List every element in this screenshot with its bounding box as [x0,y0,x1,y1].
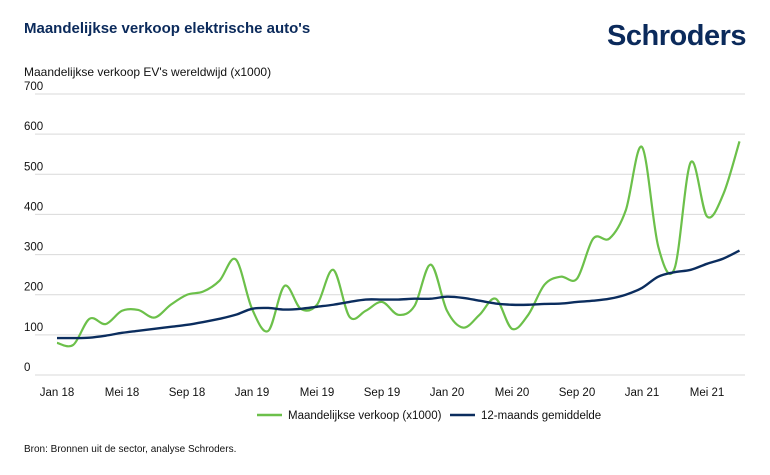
x-tick-label: Mei 18 [105,387,140,399]
x-tick-label: Sep 18 [169,387,205,399]
legend-label-monthly: Maandelijkse verkoop (x1000) [288,410,442,422]
series-line-12-month-average-points [56,250,740,339]
y-tick-label: 700 [24,81,43,93]
source-note: Bron: Bronnen uit de sector, analyse Sch… [24,444,237,455]
schroders-logo: Schroders [607,20,746,52]
series-line-monthly-sales-points [56,141,740,345]
y-tick-label: 600 [24,121,43,133]
series-line-monthly-sales [56,141,741,348]
y-tick-label: 400 [24,201,43,213]
x-tick-label: Jan 21 [625,387,660,399]
legend-label-average: 12-maands gemiddelde [481,410,601,422]
y-tick-label: 200 [24,282,43,294]
y-tick-label: 100 [24,322,43,334]
x-tick-label: Jan 18 [40,387,75,399]
y-tick-label: 0 [24,362,30,374]
x-tick-label: Jan 19 [235,387,270,399]
legend: Maandelijkse verkoop (x1000) 12-maands g… [257,410,601,422]
x-tick-label: Jan 20 [430,387,465,399]
x-tick-label: Mei 21 [690,387,725,399]
chart-title: Maandelijkse verkoop elektrische auto's [24,20,311,37]
x-tick-label: Mei 19 [300,387,335,399]
y-tick-label: 500 [24,161,43,173]
y-axis-label: Maandelijkse verkoop EV's wereldwijd (x1… [24,65,272,79]
x-tick-label: Sep 20 [559,387,595,399]
x-tick-label: Sep 19 [364,387,400,399]
x-tick-label: Mei 20 [495,387,530,399]
y-tick-label: 300 [24,242,43,254]
